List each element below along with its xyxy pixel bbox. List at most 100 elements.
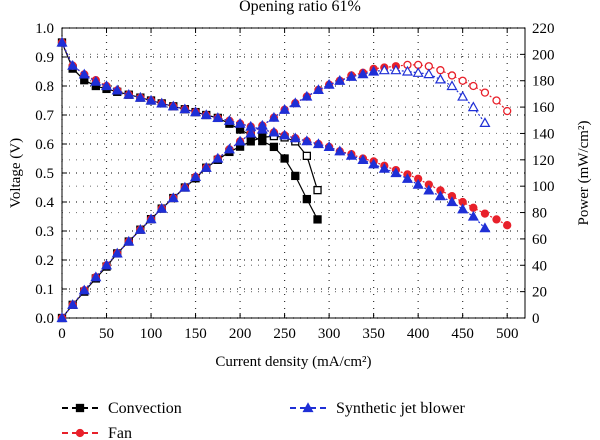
synthetic-jet-blower-voltage-point (323, 141, 335, 151)
synthetic-jet-blower-power-point (334, 75, 346, 85)
y-right-tick-label: 220 (532, 21, 555, 37)
series-layer (56, 36, 512, 323)
synthetic-jet-blower-voltage-point (457, 203, 469, 214)
synthetic-jet-blower-power-point (368, 65, 380, 76)
y-left-tick-label: 0.8 (35, 79, 54, 95)
y-right-tick-label: 60 (532, 232, 547, 248)
convection-power-point (313, 185, 322, 195)
convection-voltage-point (269, 142, 279, 152)
synthetic-jet-blower-voltage-point (479, 222, 491, 233)
convection-voltage-line (61, 42, 319, 220)
synthetic-jet-blower-power-point (446, 80, 458, 91)
synthetic-jet-blower-power-point (212, 152, 224, 163)
synthetic-jet-blower-voltage-line (61, 42, 486, 229)
synthetic-jet-blower-power-point (312, 84, 324, 95)
convection-power-point (258, 133, 267, 142)
chart-title: Opening ratio 61% (239, 0, 361, 15)
synthetic-jet-blower-power-point (123, 235, 135, 246)
synthetic-jet-blower-voltage-point (156, 97, 168, 108)
y-left-tick-label: 0.2 (35, 253, 54, 269)
convection-voltage-point (302, 194, 312, 204)
y-left-tick-label: 0.6 (35, 137, 54, 153)
y-right-tick-label: 40 (532, 258, 547, 274)
synthetic-jet-blower-voltage-point (56, 36, 68, 47)
synthetic-jet-blower-power-point (301, 90, 313, 101)
synthetic-jet-blower-power-point (457, 90, 469, 101)
y-right-tick-label: 160 (532, 100, 555, 116)
fan-power-point (458, 76, 467, 85)
synthetic-jet-blower-power-point (56, 312, 68, 323)
synthetic-jet-blower-voltage-point (200, 109, 212, 120)
fan-voltage-point (492, 215, 501, 224)
synthetic-jet-blower-power-point (111, 247, 123, 258)
x-tick-label: 300 (318, 326, 341, 342)
x-tick-label: 200 (229, 326, 252, 342)
synthetic-jet-blower-power-point (390, 64, 402, 75)
synthetic-jet-blower-voltage-point (145, 94, 157, 105)
fan-voltage-point (503, 221, 512, 230)
y-left-tick-label: 1.0 (35, 21, 54, 37)
synthetic-jet-blower-voltage-point (90, 75, 102, 86)
y-right-tick-label: 100 (532, 179, 555, 195)
synthetic-jet-blower-power-point (345, 71, 357, 81)
x-tick-label: 350 (362, 326, 385, 342)
synthetic-jet-blower-power-point (289, 97, 301, 108)
y-left-axis-label: Voltage (V) (8, 138, 24, 208)
synthetic-jet-blower-voltage-point (401, 173, 413, 183)
synthetic-jet-blower-power-point (467, 101, 479, 112)
convection-power-point (302, 151, 312, 161)
y-left-tick-label: 0.9 (35, 50, 54, 66)
synthetic-jet-blower-power-point (67, 299, 79, 309)
fan-power-point (503, 106, 512, 116)
x-tick-label: 50 (99, 326, 114, 342)
y-right-tick-label: 140 (532, 126, 555, 142)
synthetic-jet-blower-voltage-point (78, 68, 90, 79)
synthetic-jet-blower-voltage-point (412, 178, 424, 189)
synthetic-jet-blower-voltage-point (268, 126, 280, 137)
x-tick-label: 0 (58, 326, 66, 342)
synthetic-jet-blower-power-point (167, 192, 179, 203)
convection-voltage-point (313, 215, 322, 224)
synthetic-jet-blower-power-point (245, 127, 257, 138)
fan-power-point (480, 88, 490, 97)
synthetic-jet-blower-power-point (145, 213, 157, 224)
y-left-tick-label: 0.4 (35, 195, 54, 211)
synthetic-jet-blower-voltage-point (312, 138, 324, 149)
synthetic-jet-blower-power-point (279, 104, 291, 114)
synthetic-jet-blower-voltage-point (190, 106, 202, 117)
x-axis-label: Current density (mA/cm²) (215, 354, 371, 370)
synthetic-jet-blower-voltage-point (179, 103, 191, 114)
y-right-tick-label: 20 (532, 285, 547, 301)
synthetic-jet-blower-voltage-point (67, 59, 79, 70)
synthetic-jet-blower-voltage-point (134, 91, 146, 102)
axes-layer: 0 50 100 150 200 250 300 350 400 450 5000.00.10.20… (8, 21, 592, 370)
synthetic-jet-blower-voltage-point (467, 210, 479, 221)
synthetic-jet-blower-voltage-point (390, 167, 402, 178)
convection-voltage-point (280, 154, 289, 163)
fan-power-point (447, 71, 457, 80)
x-tick-label: 400 (407, 326, 430, 342)
synthetic-jet-blower-voltage-point (378, 162, 390, 173)
synthetic-jet-blower-voltage-point (334, 145, 346, 156)
y-right-tick-label: 200 (532, 47, 555, 63)
synthetic-jet-blower-voltage-point (111, 84, 123, 95)
synthetic-jet-blower-power-point (179, 181, 191, 192)
legend-label: Fan (108, 425, 132, 440)
synthetic-jet-blower-power-point (134, 223, 146, 234)
synthetic-jet-blower-power-point (378, 64, 390, 75)
x-tick-label: 150 (184, 326, 207, 342)
y-right-tick-label: 0 (532, 311, 540, 327)
fan-voltage-point (469, 203, 478, 212)
convection-power-point (246, 137, 255, 146)
synthetic-jet-blower-power-point (479, 117, 491, 128)
y-left-tick-label: 0.1 (35, 282, 54, 298)
synthetic-jet-blower-voltage-point (357, 154, 369, 165)
synthetic-jet-blower-power-point (100, 259, 113, 270)
synthetic-jet-blower-voltage-point (345, 149, 357, 160)
synthetic-jet-blower-voltage-point (212, 112, 224, 123)
fan-voltage-point (480, 209, 490, 218)
synthetic-jet-blower-power-point (423, 68, 435, 79)
y-right-tick-label: 180 (532, 74, 555, 90)
legend-swatch-marker (75, 403, 85, 413)
